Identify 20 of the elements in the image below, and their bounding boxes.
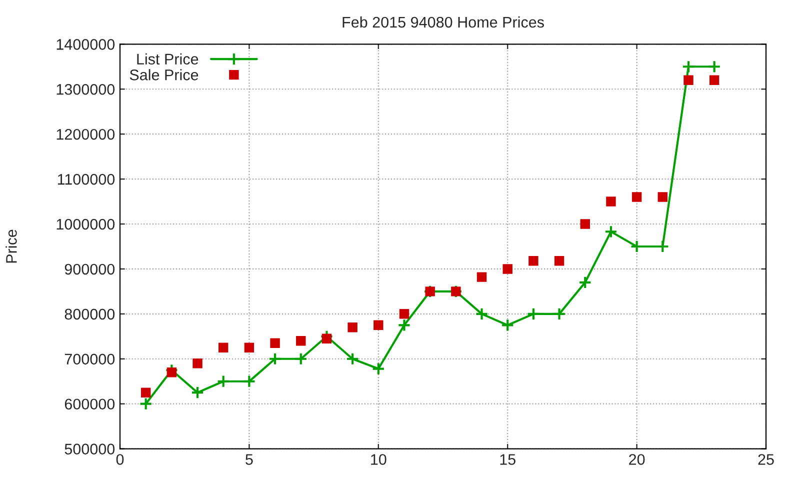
chart-title: Feb 2015 94080 Home Prices [342, 16, 544, 28]
y-tick-label: 500000 [64, 444, 115, 454]
y-tick-label: 700000 [64, 354, 115, 365]
y-tick-label: 1300000 [56, 84, 115, 95]
x-tick-label: 5 [246, 454, 253, 465]
y-tick-label: 1000000 [56, 218, 115, 230]
x-tick-label: 25 [758, 454, 774, 465]
x-tick-label: 10 [371, 454, 386, 465]
y-axis-title: Price [6, 230, 17, 263]
legend-label: Sale Price [130, 69, 198, 80]
y-tick-label: 800000 [64, 308, 115, 320]
y-tick-label: 600000 [64, 398, 115, 410]
y-tick-label: 900000 [64, 264, 115, 275]
x-tick-label: 15 [500, 454, 516, 465]
y-tick-label: 1100000 [58, 174, 115, 185]
x-tick-label: 20 [629, 454, 645, 465]
y-tick-label: 1200000 [56, 128, 115, 140]
y-tick-label: 1400000 [56, 39, 115, 50]
x-tick-label: 0 [116, 454, 124, 465]
legend-label: List Price [137, 53, 198, 65]
